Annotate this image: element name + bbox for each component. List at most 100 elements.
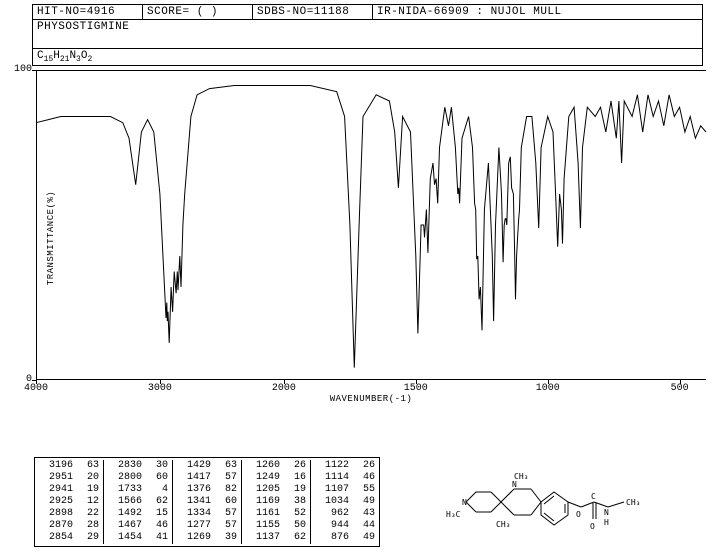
peak-transmittance: 57 [215, 520, 237, 532]
peak-transmittance: 50 [284, 520, 306, 532]
peak-transmittance: 62 [146, 496, 168, 508]
peak-wavenumber: 1034 [315, 496, 349, 508]
x-tick-label: 1000 [536, 383, 560, 394]
formula-cell: C15H21N3O2 [33, 48, 702, 65]
bottom-section: 3196295129412925289828702854632019122228… [34, 457, 705, 547]
x-tick-label: 4000 [24, 383, 48, 394]
peak-data-table: 3196295129412925289828702854632019122228… [34, 457, 380, 547]
svg-text:N: N [512, 480, 517, 489]
peak-transmittance: 19 [77, 484, 99, 496]
peak-transmittance: 38 [284, 496, 306, 508]
peak-wavenumber: 1114 [315, 472, 349, 484]
compound-name-cell: PHYSOSTIGMINE [33, 20, 702, 48]
peak-transmittance: 15 [146, 508, 168, 520]
table-column-group: 2830280017331566149214671454 306046215464… [108, 460, 173, 544]
table-column-group: 1260124912051169116111551137261619385250… [246, 460, 311, 544]
peak-wavenumber: 1169 [246, 496, 280, 508]
peak-wavenumber: 1205 [246, 484, 280, 496]
peak-wavenumber: 2854 [39, 532, 73, 544]
peak-wavenumber: 1492 [108, 508, 142, 520]
x-tick-label: 500 [671, 383, 689, 394]
peak-transmittance: 44 [353, 520, 375, 532]
peak-wavenumber: 1122 [315, 460, 349, 472]
peak-transmittance: 22 [77, 508, 99, 520]
molecular-structure: CH₃ N N H₃C CH₃ O C O N H CH₃ [386, 457, 705, 547]
peak-wavenumber: 2941 [39, 484, 73, 496]
peak-wavenumber: 1376 [177, 484, 211, 496]
peak-transmittance: 39 [215, 532, 237, 544]
peak-transmittance: 19 [284, 484, 306, 496]
peak-transmittance: 41 [146, 532, 168, 544]
peak-transmittance: 62 [284, 532, 306, 544]
svg-text:CH₃: CH₃ [496, 520, 510, 529]
peak-transmittance: 57 [215, 508, 237, 520]
peak-wavenumber: 962 [315, 508, 349, 520]
svg-text:N: N [604, 508, 609, 517]
peak-wavenumber: 2800 [108, 472, 142, 484]
peak-transmittance: 49 [353, 496, 375, 508]
peak-wavenumber: 2951 [39, 472, 73, 484]
peak-wavenumber: 876 [315, 532, 349, 544]
x-tick-label: 3000 [148, 383, 172, 394]
table-column-group: 3196295129412925289828702854632019122228… [39, 460, 104, 544]
peak-transmittance: 52 [284, 508, 306, 520]
peak-transmittance: 57 [215, 472, 237, 484]
table-column-group: 1429141713761341133412771269635782605757… [177, 460, 242, 544]
peak-transmittance: 46 [353, 472, 375, 484]
peak-wavenumber: 944 [315, 520, 349, 532]
peak-wavenumber: 2898 [39, 508, 73, 520]
x-tick-label: 2000 [272, 383, 296, 394]
peak-transmittance: 16 [284, 472, 306, 484]
svg-text:O: O [590, 522, 595, 531]
x-tick-label: 1500 [404, 383, 428, 394]
peak-wavenumber: 1467 [108, 520, 142, 532]
peak-wavenumber: 2925 [39, 496, 73, 508]
peak-wavenumber: 1334 [177, 508, 211, 520]
peak-wavenumber: 2870 [39, 520, 73, 532]
peak-transmittance: 43 [353, 508, 375, 520]
peak-wavenumber: 1429 [177, 460, 211, 472]
spectrum-chart: TRANSMITTANCE(%) 01004000300020001500100… [6, 68, 712, 408]
svg-text:N: N [462, 498, 467, 507]
svg-text:H: H [604, 518, 609, 527]
peak-transmittance: 26 [353, 460, 375, 472]
svg-text:H₃C: H₃C [446, 510, 461, 519]
peak-wavenumber: 1107 [315, 484, 349, 496]
peak-transmittance: 30 [146, 460, 168, 472]
peak-transmittance: 4 [146, 484, 168, 496]
peak-wavenumber: 1733 [108, 484, 142, 496]
x-axis-label: WAVENUMBER(-1) [330, 394, 413, 404]
peak-wavenumber: 1155 [246, 520, 280, 532]
peak-transmittance: 20 [77, 472, 99, 484]
peak-wavenumber: 1249 [246, 472, 280, 484]
peak-transmittance: 55 [353, 484, 375, 496]
peak-wavenumber: 1454 [108, 532, 142, 544]
peak-transmittance: 46 [146, 520, 168, 532]
svg-text:O: O [576, 510, 581, 519]
ir-spectrum-viewer: HIT-NO=4916 SCORE= ( ) SDBS-NO=11188 IR-… [0, 0, 715, 553]
peak-transmittance: 63 [215, 460, 237, 472]
peak-wavenumber: 1566 [108, 496, 142, 508]
peak-transmittance: 49 [353, 532, 375, 544]
peak-wavenumber: 1269 [177, 532, 211, 544]
structure-svg: CH₃ N N H₃C CH₃ O C O N H CH₃ [446, 457, 646, 547]
svg-text:C: C [591, 492, 596, 501]
peak-transmittance: 63 [77, 460, 99, 472]
peak-wavenumber: 1161 [246, 508, 280, 520]
peak-transmittance: 28 [77, 520, 99, 532]
spectrum-svg [6, 68, 710, 384]
hit-no-cell: HIT-NO=4916 [33, 5, 143, 19]
peak-transmittance: 60 [146, 472, 168, 484]
sdbs-no-cell: SDBS-NO=11188 [253, 5, 373, 19]
peak-wavenumber: 3196 [39, 460, 73, 472]
peak-transmittance: 29 [77, 532, 99, 544]
peak-wavenumber: 1417 [177, 472, 211, 484]
peak-transmittance: 26 [284, 460, 306, 472]
svg-text:CH₃: CH₃ [626, 498, 640, 507]
peak-wavenumber: 1277 [177, 520, 211, 532]
peak-transmittance: 82 [215, 484, 237, 496]
peak-wavenumber: 2830 [108, 460, 142, 472]
score-cell: SCORE= ( ) [143, 5, 253, 19]
peak-wavenumber: 1341 [177, 496, 211, 508]
peak-wavenumber: 1260 [246, 460, 280, 472]
